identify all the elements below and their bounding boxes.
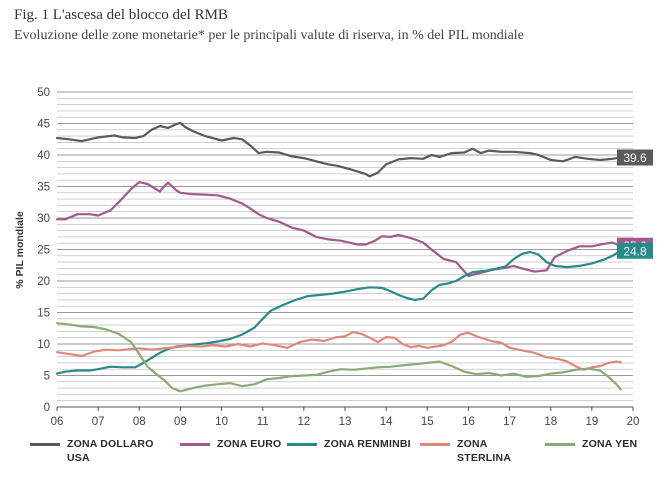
y-tick-label: 45 — [37, 119, 50, 131]
legend-swatch — [545, 443, 575, 446]
legend-label-line: STERLINA — [457, 452, 512, 464]
axes: 0 5 10 15 20 25 30 35 40 45 50 06 07 08 09 10 11 12 13 14 15… — [37, 87, 639, 428]
x-tick-label: 12 — [297, 416, 310, 428]
x-tick-label: 10 — [215, 416, 228, 428]
x-tick-label: 07 — [92, 416, 105, 428]
y-tick-label: 30 — [37, 213, 50, 225]
legend-swatch — [420, 443, 450, 446]
series-line-zona-euro — [55, 181, 622, 278]
end-label-value: 24.8 — [623, 244, 647, 258]
end-label-box — [617, 149, 653, 166]
legend-item: ZONA YEN — [545, 437, 637, 451]
series-line-zona-sterlina — [55, 330, 622, 371]
legend-label: ZONA STERLINA — [457, 437, 511, 465]
x-tick-label: 17 — [503, 416, 516, 428]
legend-label-line: ZONA RENMINBI — [324, 438, 411, 450]
x-tick-label: 14 — [380, 416, 393, 428]
y-tick-label: 5 — [44, 371, 50, 383]
legend-label-line: ZONA EURO — [217, 438, 282, 450]
legend-item: ZONA DOLLARO USA — [30, 437, 154, 465]
y-tick-label: 10 — [37, 339, 50, 351]
legend-label-line: ZONA — [457, 438, 488, 450]
chart-title: Fig. 1 L'ascesa del blocco del RMB — [14, 7, 228, 23]
y-tick-label: 35 — [37, 182, 50, 194]
legend-swatch — [287, 443, 317, 446]
series-line-zona-renminbi — [55, 249, 622, 375]
legend: ZONA DOLLARO USA ZONA EURO ZONA RENMINBI ZON… — [0, 437, 665, 477]
x-tick-label: 11 — [257, 416, 269, 428]
legend-label: ZONA EURO — [217, 437, 281, 451]
legend-item: ZONA RENMINBI — [287, 437, 411, 451]
x-tick-label: 16 — [462, 416, 475, 428]
x-tick-label: 18 — [544, 416, 557, 428]
y-tick-label: 15 — [37, 308, 50, 320]
y-tick-label: 20 — [37, 276, 50, 288]
x-tick-label: 20 — [627, 416, 640, 428]
legend-label: ZONA RENMINBI — [324, 437, 411, 451]
legend-label-line: ZONA DOLLARO — [67, 438, 154, 450]
end-label-box — [617, 242, 653, 259]
end-label-value: 39.6 — [623, 151, 647, 165]
chart-subtitle: Evoluzione delle zone monetarie* per le … — [14, 28, 524, 43]
legend-label-line: ZONA YEN — [582, 438, 638, 450]
series-line-zona-yen — [55, 322, 622, 393]
x-tick-label: 13 — [339, 416, 352, 428]
y-axis-label: % PIL mondiale — [14, 211, 26, 289]
x-tick-label: 08 — [133, 416, 146, 428]
legend-label-line: USA — [67, 452, 90, 464]
legend-swatch — [180, 443, 210, 446]
y-tick-label: 25 — [37, 245, 50, 257]
legend-label: ZONA DOLLARO USA — [67, 437, 154, 465]
legend-label: ZONA YEN — [582, 437, 637, 451]
y-tick-label: 50 — [37, 87, 50, 99]
x-tick-label: 06 — [51, 416, 64, 428]
series-line-zona-dollaro-usa — [55, 121, 622, 178]
x-tick-label: 15 — [421, 416, 434, 428]
series-lines — [55, 121, 622, 393]
legend-item: ZONA EURO — [180, 437, 281, 451]
legend-swatch — [30, 443, 60, 446]
x-tick-label: 19 — [585, 416, 598, 428]
y-tick-label: 40 — [37, 150, 50, 162]
legend-item: ZONA STERLINA — [420, 437, 511, 465]
x-tick-label: 09 — [174, 416, 187, 428]
y-tick-label: 0 — [44, 402, 50, 414]
end-labels: 39.625.624.8 — [617, 149, 653, 259]
